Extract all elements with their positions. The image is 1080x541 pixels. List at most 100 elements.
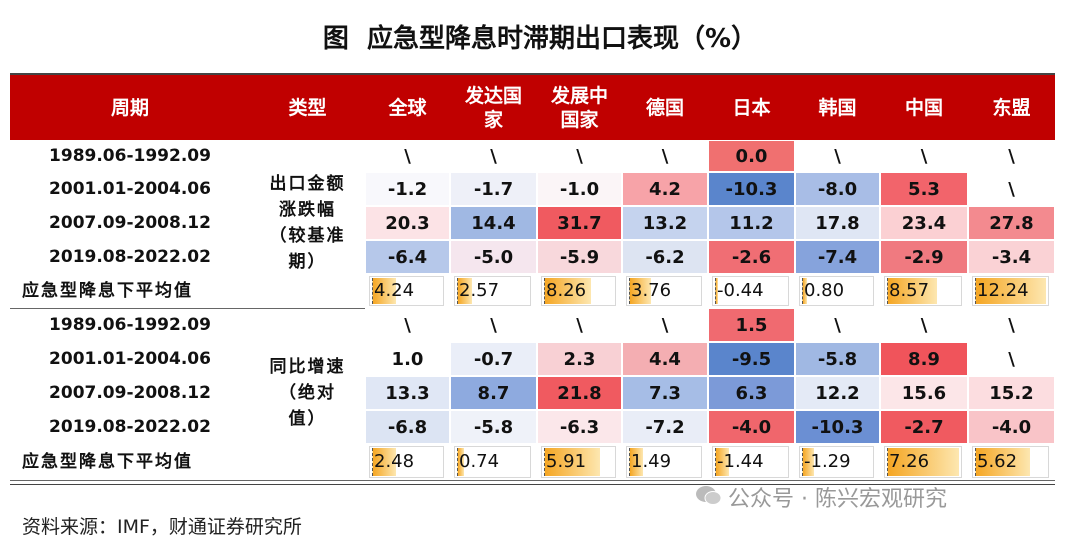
data-bar [802,448,815,476]
average-value: 5.62 [977,451,1018,472]
header-cell: 韩国 [795,75,880,140]
data-bar [715,278,718,304]
value-cell: -6.4 [365,240,450,274]
value-cell: -6.8 [365,410,450,444]
header-cell: 德国 [622,75,708,140]
average-value: 12.24 [977,280,1029,301]
value-cell: \ [450,140,537,172]
value-cell: 2.3 [537,342,622,376]
average-cell: 0.74 [454,446,531,478]
value-cell: -0.7 [450,342,537,376]
value-cell: -9.5 [708,342,795,376]
value-cell: -7.2 [622,410,708,444]
value-cell: \ [880,140,968,172]
value-cell: 21.8 [537,376,622,410]
value-cell: -4.0 [708,410,795,444]
value-cell: -8.0 [795,172,880,206]
value-cell: \ [537,308,622,342]
value-cell: -2.9 [880,240,968,274]
type-cell: 同比增速 （绝对值） [250,342,365,444]
average-cell: 7.26 [884,446,962,478]
value-cell: 11.2 [708,206,795,240]
period-label: 1989.06-1992.09 [49,315,211,335]
value-cell: \ [365,140,450,172]
data-bar [887,448,959,476]
average-cell: -1.29 [799,446,874,478]
average-cell: 5.62 [972,446,1049,478]
data-bar [715,448,730,476]
period-label: 1989.06-1992.09 [49,146,211,166]
source-note: 资料来源：IMF，财通证券研究所 [22,516,302,538]
average-cell: 3.76 [626,276,702,306]
value-cell: -5.8 [450,410,537,444]
data-bar [887,278,938,304]
average-cell: 2.48 [369,446,444,478]
average-value: 5.91 [546,451,587,472]
value-cell: \ [968,308,1055,342]
bottom-rule [10,484,1055,485]
value-cell: \ [968,172,1055,206]
type-line: 期） [288,252,327,272]
value-cell: 13.3 [365,376,450,410]
value-cell: -10.3 [708,172,795,206]
type-cell: 出口金额 涨跌幅 （较基准 期） [250,172,365,274]
data-bar [629,278,651,304]
type-line: （绝对 [279,383,336,403]
value-cell: -5.8 [795,342,880,376]
header-type: 类型 [288,96,327,119]
value-cell: 23.4 [880,206,968,240]
header-cell: 全球 [365,75,450,140]
value-cell: -6.3 [537,410,622,444]
average-value: 0.80 [804,280,845,301]
value-cell: -10.3 [795,410,880,444]
value-cell: -2.7 [880,410,968,444]
average-value: 8.26 [546,280,587,301]
value-cell: 4.4 [622,342,708,376]
type-line: 涨跌幅 [279,200,336,220]
type-line: 同比增速 [269,357,346,377]
average-cell: 2.57 [454,276,531,306]
header-column: 发达国家 [464,84,522,131]
value-cell: 20.3 [365,206,450,240]
average-value: -0.44 [717,280,764,301]
value-cell: -6.2 [622,240,708,274]
header-bg [10,75,1055,140]
value-cell: -1.7 [450,172,537,206]
value-cell: \ [880,308,968,342]
value-cell: -1.0 [537,172,622,206]
value-cell: 17.8 [795,206,880,240]
value-cell: \ [450,308,537,342]
top-rule [10,73,1055,75]
type-line: 值） [288,409,327,429]
average-cell: 8.57 [884,276,962,306]
average-value: 2.57 [459,280,500,301]
header-cell: 发展中国家 [537,75,622,140]
value-cell: 14.4 [450,206,537,240]
period-label: 2007.09-2008.12 [49,213,211,233]
average-value: -1.44 [717,451,764,472]
average-cell: 4.24 [369,276,444,306]
value-cell: 5.3 [880,172,968,206]
data-bar [975,448,1030,476]
average-cell: -1.44 [712,446,789,478]
average-cell: -0.44 [712,276,789,306]
average-cell: 5.91 [541,446,616,478]
period-label: 2001.01-2004.06 [49,179,211,199]
average-cell: 1.49 [626,446,702,478]
value-cell: 13.2 [622,206,708,240]
data-bar [372,448,396,476]
value-cell: -5.0 [450,240,537,274]
data-bar [544,278,591,304]
data-bar [975,278,1046,304]
header-column: 德国 [645,96,684,119]
value-cell: 1.5 [708,308,795,342]
header-column: 全球 [388,96,427,119]
value-cell: 8.9 [880,342,968,376]
header-cell: 发达国家 [450,75,537,140]
average-cell: 8.26 [541,276,616,306]
type-line: （较基准 [269,226,346,246]
value-cell: \ [365,308,450,342]
data-bar [372,278,396,304]
watermark: 公众号 · 陈兴宏观研究 [728,487,947,512]
